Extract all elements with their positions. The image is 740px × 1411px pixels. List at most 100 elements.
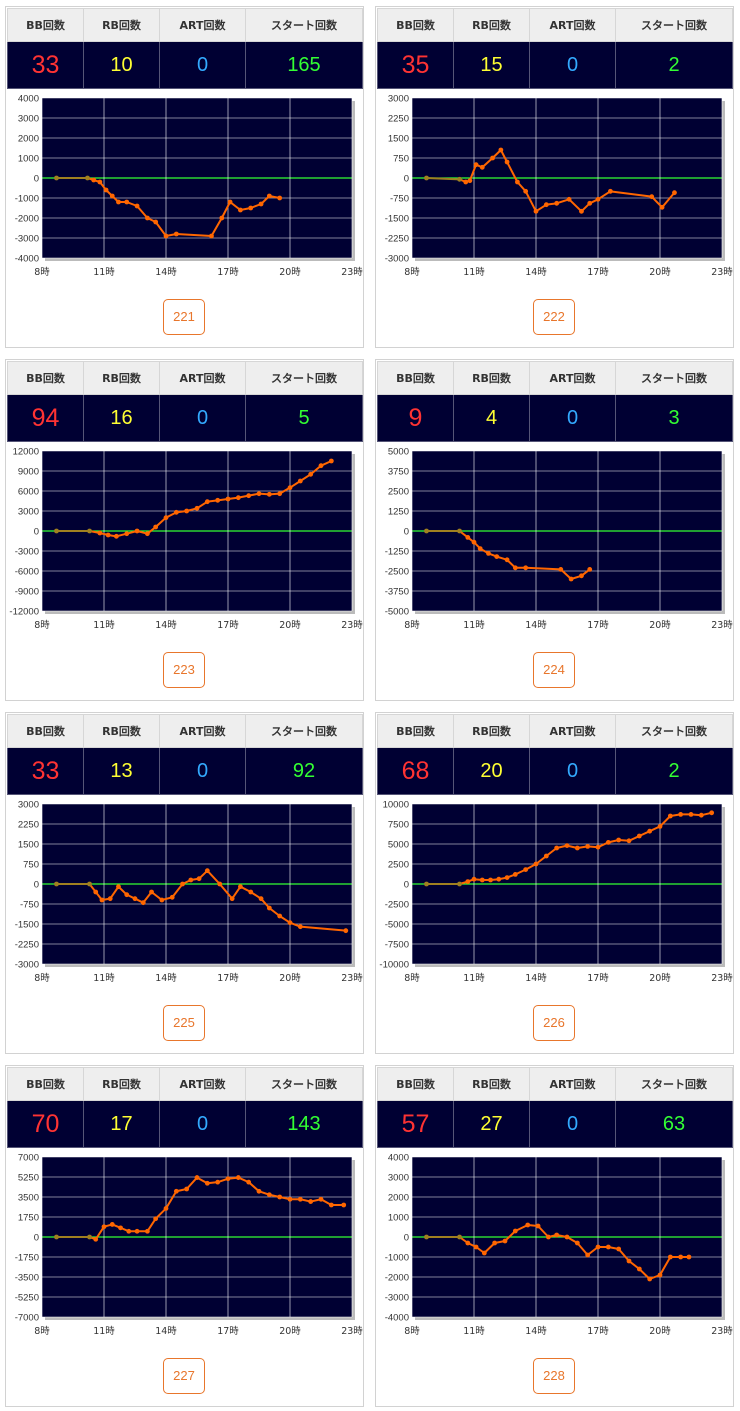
art-count-header: ART回数 [529,8,616,42]
data-point [173,509,179,515]
data-point [490,155,495,161]
data-point [134,203,140,209]
x-tick-label: 14時 [155,973,177,984]
y-tick-label: 1000 [388,1213,409,1224]
stats-table: BB回数 RB回数 ART回数 スタート回数 9 4 0 3 [377,361,733,442]
data-point [97,530,103,536]
stats-table: BB回数 RB回数 ART回数 スタート回数 33 10 0 165 [7,8,363,89]
art-count-header: ART回数 [159,1067,246,1101]
x-tick-label: 8時 [34,1326,50,1337]
stats-table: BB回数 RB回数 ART回数 スタート回数 70 17 0 143 [7,1067,363,1148]
data-point [124,199,130,205]
data-point [235,1175,241,1180]
data-point [134,528,140,534]
data-point [308,471,314,477]
data-point [457,528,462,534]
start-count-value: 92 [245,747,363,795]
data-point [595,844,601,850]
y-tick-label: 1750 [18,1213,39,1224]
y-tick-label: -1250 [385,547,409,558]
y-tick-label: -6000 [15,567,39,578]
y-tick-label: 750 [23,860,39,871]
rb-count-header: RB回数 [453,361,530,395]
x-tick-label: 11時 [93,973,115,984]
data-point [626,1258,632,1264]
data-point [184,1186,190,1192]
machine-number-button[interactable]: 222 [533,299,575,335]
data-point [667,813,673,819]
data-point [535,1223,541,1229]
data-point [672,190,677,196]
machine-number-button[interactable]: 223 [163,652,205,688]
data-point [343,928,349,934]
data-point [99,897,105,903]
machine-number-button[interactable]: 228 [533,1358,575,1394]
stats-value-row: 68 20 0 2 [377,747,733,795]
machine-card: BB回数 RB回数 ART回数 スタート回数 68 20 0 2 10000 7500 5000 25… [375,712,734,1054]
data-point [93,1236,99,1242]
data-point [209,233,214,239]
start-count-header: スタート回数 [615,8,733,42]
data-point [219,215,225,221]
data-point [204,499,210,505]
machine-number-button[interactable]: 225 [163,1005,205,1041]
data-point [636,1266,642,1272]
x-tick-label: 23時 [711,1326,733,1337]
x-tick-label: 23時 [341,267,363,278]
machine-number-button[interactable]: 221 [163,299,205,335]
data-point [686,1254,692,1260]
y-tick-label: -2250 [385,234,409,245]
data-point [564,1234,570,1240]
rb-count-value: 20 [453,747,530,795]
data-point [659,204,665,210]
data-point [215,497,221,503]
y-tick-label: -3000 [15,547,39,558]
stats-value-row: 70 17 0 143 [7,1100,363,1148]
y-tick-label: 5000 [388,840,409,851]
data-point [328,458,334,464]
data-point [657,1272,663,1278]
data-point [126,1228,132,1234]
data-point [546,1234,551,1240]
bb-count-value: 70 [7,1100,84,1148]
stats-header-row: BB回数 RB回数 ART回数 スタート回数 [7,1067,363,1101]
y-tick-label: 0 [34,880,39,891]
machine-number-button[interactable]: 224 [533,652,575,688]
x-tick-label: 11時 [463,1326,485,1337]
x-tick-label: 23時 [711,267,733,278]
slump-chart: 3000 2250 1500 750 0 -750 -1500 -2250 -3000 8時 11時… [385,94,734,279]
data-point [523,565,529,571]
data-point [103,187,109,193]
data-point [173,231,179,237]
data-point [93,889,99,895]
data-point [258,201,264,207]
bb-count-header: BB回数 [377,8,454,42]
x-tick-label: 8時 [404,620,420,631]
machine-number-button[interactable]: 227 [163,1358,205,1394]
x-tick-label: 8時 [34,267,50,278]
stats-value-row: 33 13 0 92 [7,747,363,795]
data-point [107,896,113,902]
x-tick-label: 8時 [34,973,50,984]
y-tick-label: 1500 [388,134,409,145]
art-count-value: 0 [159,394,246,442]
data-point [308,1199,314,1204]
x-tick-label: 20時 [649,1326,671,1337]
y-tick-label: 3000 [18,800,39,811]
data-point [647,1276,653,1282]
x-tick-label: 23時 [341,620,363,631]
data-point [616,1246,622,1252]
y-tick-label: 4000 [388,1153,409,1164]
data-point [465,879,471,884]
data-point [153,524,159,530]
data-point [140,900,146,906]
data-point [587,200,593,206]
machine-number-button[interactable]: 226 [533,1005,575,1041]
x-tick-label: 11時 [93,1326,115,1337]
y-tick-label: 1500 [18,840,39,851]
data-point [657,824,663,829]
x-tick-label: 11時 [93,267,115,278]
start-count-value: 143 [245,1100,363,1148]
data-point [479,877,485,883]
